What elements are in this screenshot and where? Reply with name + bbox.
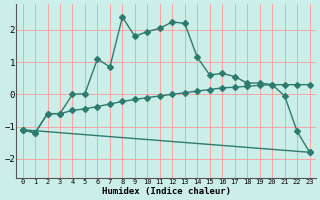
X-axis label: Humidex (Indice chaleur): Humidex (Indice chaleur): [101, 187, 231, 196]
